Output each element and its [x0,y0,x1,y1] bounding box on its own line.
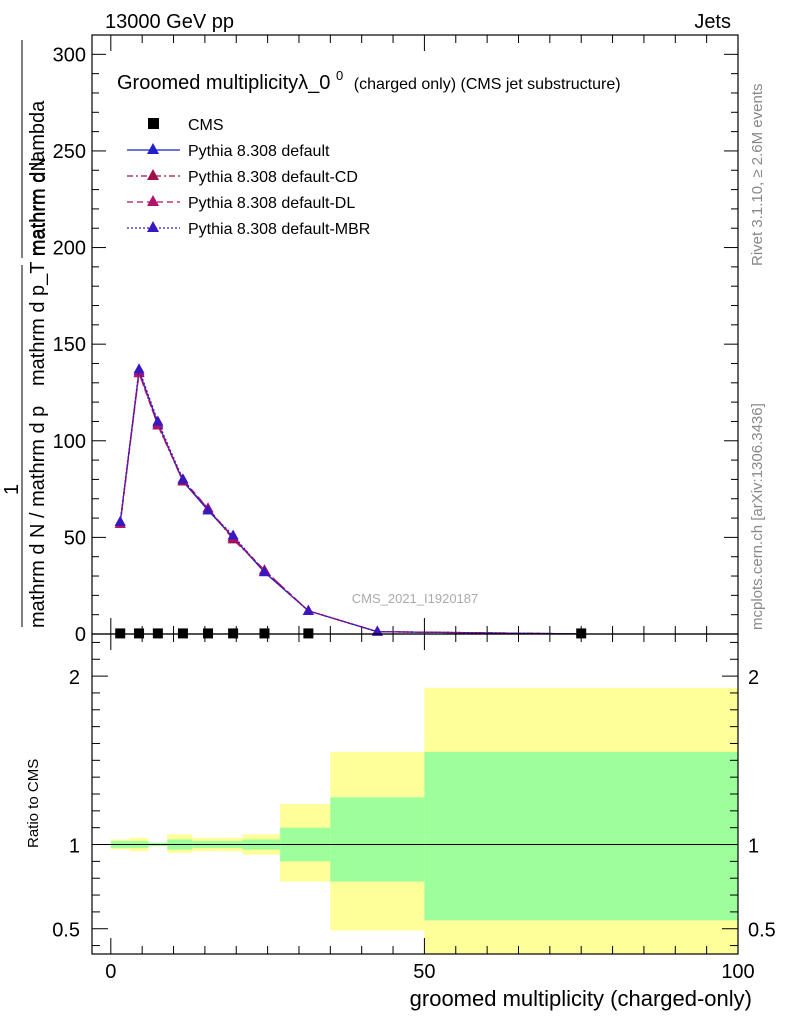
ratio-bands [110,687,738,954]
legend-entry: Pythia 8.308 default-DL [127,195,355,212]
legend-label: Pythia 8.308 default [188,143,330,160]
main-axis-ticks: 0 50 100 150 200 250 300 [53,34,739,646]
legend-label: CMS [188,117,224,134]
chart-title-suffix: (charged only) (CMS jet substructure) [354,76,621,93]
legend-label: Pythia 8.308 default-CD [188,169,358,186]
ratio-panel-frame [91,633,739,955]
ratio-xtick-label: 0 [105,961,116,983]
main-ytick-label: 250 [53,141,86,163]
ratio-ytick-label: 0.5 [52,920,80,942]
main-ylabel: mathrm dN 1 mathrm d p_T mathrm d lambda… [1,40,50,628]
ratio-band-inner [330,797,425,882]
beam-label: 13000 GeV pp [105,11,234,33]
ratio-ytick-label-right: 1 [748,836,759,858]
ratio-xtick-label: 50 [413,961,435,983]
series-marker-dotted [133,363,145,374]
legend-marker-triangle [147,169,159,180]
ratio-band-inner [424,751,738,921]
series-marker-dotted [371,625,383,636]
main-ylabel-line1: mathrm d N / mathrm d p [27,406,49,628]
series-marker-dotted [114,515,126,526]
ratio-ytick-label: 1 [69,836,80,858]
ratio-xlabel: groomed multiplicity (charged-only) [410,986,752,1011]
main-ytick-label: 200 [53,238,86,260]
series-marker-dotted [302,604,314,615]
legend-label: Pythia 8.308 default-MBR [188,221,370,238]
series-line-dashed [119,372,582,635]
mcplots-label: mcplots.cern.ch [arXiv:1306.3436] [749,403,766,630]
series-marker-dotted [152,415,164,426]
legend: CMS Pythia 8.308 default Pythia 8.308 defa… [127,117,370,238]
ratio-ytick-label: 2 [69,667,80,689]
legend-entry: CMS [148,117,224,134]
legend-marker-square [148,118,159,129]
main-ytick-label: 150 [53,334,86,356]
main-ytick-label: 300 [53,44,86,66]
series-line-dashdot [119,372,582,635]
ratio-ytick-label-right: 2 [748,667,759,689]
main-ylabel-numerator: 1 [1,484,23,495]
chart-title: Groomed multiplicityλ_0 0 (charged only)… [117,63,621,94]
ratio-xtick-label: 100 [721,961,754,983]
legend-entry: Pythia 8.308 default-MBR [127,221,370,238]
series-marker-dotted [227,529,239,540]
legend-marker-triangle [147,221,159,232]
series-line-solid [119,370,582,635]
legend-entry: Pythia 8.308 default [127,143,330,160]
series-marker-dotted [177,473,189,484]
ratio-ylabel: Ratio to CMS [25,759,42,848]
main-series-group [114,363,587,639]
chart-title-sup: 0 [336,68,343,83]
process-label: Jets [694,11,731,33]
series-marker-dotted [202,504,214,515]
legend-label: Pythia 8.308 default-DL [188,195,355,212]
main-ytick-label: 0 [75,624,86,646]
main-ytick-label: 100 [53,431,86,453]
series-line-dotted [119,369,582,635]
rivet-label: Rivet 3.1.10, ≥ 2.6M events [749,84,766,267]
analysis-watermark: CMS_2021_I1920187 [352,591,479,606]
ratio-axis-ticks: 0.5 0.5 1 1 2 2 0 50 100 [52,634,776,983]
main-ylabel-top: mathrm dN [28,157,50,256]
main-ylabel-line2: mathrm d p_T mathrm d lambda [27,100,49,386]
legend-marker-triangle [147,195,159,206]
ratio-ytick-label-right: 0.5 [748,920,776,942]
series-marker-dotted [258,566,270,577]
main-ytick-label: 50 [64,527,86,549]
legend-entry: Pythia 8.308 default-CD [127,169,358,186]
legend-marker-triangle [147,143,159,154]
chart-title-main: Groomed multiplicityλ_0 [117,72,330,94]
